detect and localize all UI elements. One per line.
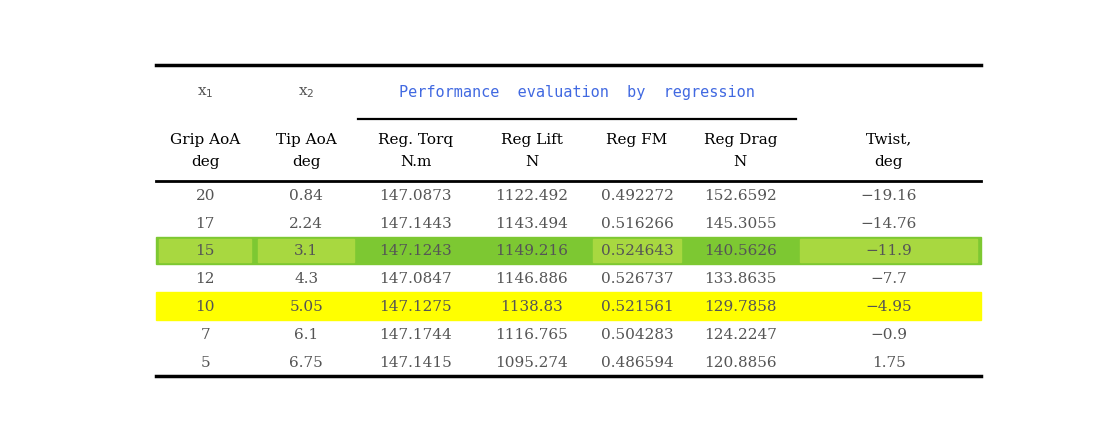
Bar (258, 240, 355, 262)
Text: 17: 17 (195, 216, 215, 230)
Text: 147.1275: 147.1275 (379, 299, 452, 314)
Text: Reg FM: Reg FM (607, 132, 668, 146)
Text: 20: 20 (195, 188, 215, 202)
Text: 147.1443: 147.1443 (379, 216, 452, 230)
Bar (155, 293, 980, 321)
Text: 145.3055: 145.3055 (704, 216, 776, 230)
Text: 120.8856: 120.8856 (704, 355, 776, 369)
Text: 124.2247: 124.2247 (704, 328, 776, 342)
Text: −4.95: −4.95 (865, 299, 912, 314)
Bar (593, 240, 681, 262)
Text: 129.7858: 129.7858 (704, 299, 776, 314)
Text: 1095.274: 1095.274 (496, 355, 568, 369)
Text: 0.504283: 0.504283 (601, 328, 673, 342)
Text: −0.9: −0.9 (871, 328, 907, 342)
Bar (800, 240, 977, 262)
Text: x$_2$: x$_2$ (298, 85, 315, 100)
Bar (160, 240, 252, 262)
Text: 6.75: 6.75 (289, 355, 323, 369)
Text: 1143.494: 1143.494 (496, 216, 568, 230)
Text: 0.524643: 0.524643 (601, 244, 673, 258)
Text: deg: deg (292, 155, 321, 168)
Text: 15: 15 (195, 244, 215, 258)
Text: 152.6592: 152.6592 (704, 188, 776, 202)
Text: −19.16: −19.16 (861, 188, 917, 202)
Text: 6.1: 6.1 (294, 328, 318, 342)
Text: Twist,: Twist, (865, 132, 912, 146)
Text: 1122.492: 1122.492 (496, 188, 568, 202)
Text: 147.1243: 147.1243 (379, 244, 452, 258)
Text: 5: 5 (201, 355, 210, 369)
Text: 7: 7 (201, 328, 210, 342)
Text: 0.84: 0.84 (289, 188, 323, 202)
Text: −11.9: −11.9 (865, 244, 912, 258)
Text: 2.24: 2.24 (289, 216, 323, 230)
Text: 133.8635: 133.8635 (704, 272, 776, 286)
Text: 5.05: 5.05 (289, 299, 323, 314)
Text: Tip AoA: Tip AoA (276, 132, 337, 146)
Text: N: N (526, 155, 539, 168)
Text: 1116.765: 1116.765 (496, 328, 568, 342)
Text: 147.0873: 147.0873 (379, 188, 452, 202)
Text: 4.3: 4.3 (294, 272, 318, 286)
Text: deg: deg (191, 155, 220, 168)
Text: Reg Lift: Reg Lift (501, 132, 562, 146)
Text: 0.526737: 0.526737 (601, 272, 673, 286)
Bar (155, 237, 980, 265)
Text: 1.75: 1.75 (872, 355, 905, 369)
Text: Reg. Torq: Reg. Torq (378, 132, 454, 146)
Text: 147.0847: 147.0847 (379, 272, 452, 286)
Text: Grip AoA: Grip AoA (170, 132, 241, 146)
Text: 147.1744: 147.1744 (379, 328, 452, 342)
Text: 3.1: 3.1 (294, 244, 318, 258)
Text: 1146.886: 1146.886 (496, 272, 568, 286)
Text: x$_1$: x$_1$ (197, 85, 213, 100)
Text: 0.516266: 0.516266 (601, 216, 673, 230)
Text: 0.486594: 0.486594 (601, 355, 673, 369)
Text: 0.521561: 0.521561 (601, 299, 673, 314)
Text: 1149.216: 1149.216 (496, 244, 568, 258)
Text: 140.5626: 140.5626 (704, 244, 776, 258)
Text: Performance  evaluation  by  regression: Performance evaluation by regression (399, 85, 755, 100)
Text: 147.1415: 147.1415 (379, 355, 452, 369)
Text: N: N (734, 155, 746, 168)
Text: deg: deg (874, 155, 903, 168)
Text: N.m: N.m (400, 155, 431, 168)
Text: 1138.83: 1138.83 (500, 299, 563, 314)
Text: 0.492272: 0.492272 (601, 188, 673, 202)
Text: Reg Drag: Reg Drag (703, 132, 777, 146)
Text: 10: 10 (195, 299, 215, 314)
Text: −7.7: −7.7 (871, 272, 907, 286)
Text: −14.76: −14.76 (861, 216, 917, 230)
Text: 12: 12 (195, 272, 215, 286)
